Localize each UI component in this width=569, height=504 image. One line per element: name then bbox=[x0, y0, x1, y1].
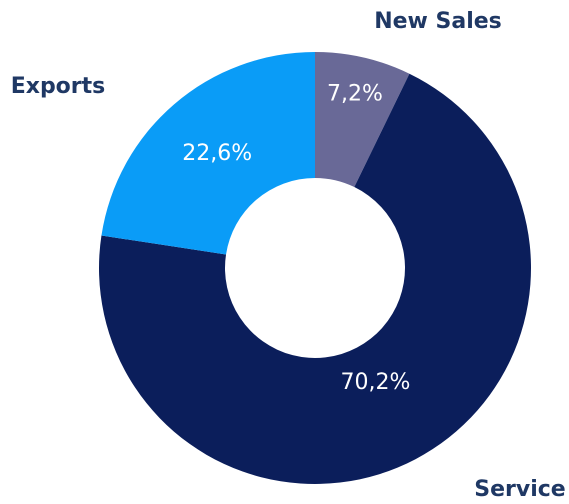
value-label: 22,6% bbox=[182, 141, 252, 166]
donut-segment bbox=[315, 52, 410, 188]
donut-segment bbox=[99, 73, 531, 485]
value-label: 70,2% bbox=[341, 370, 411, 395]
category-label: New Sales bbox=[374, 9, 502, 34]
category-label: Exports bbox=[11, 74, 106, 99]
donut-segment bbox=[101, 52, 315, 255]
value-label: 7,2% bbox=[327, 82, 383, 107]
category-label: Service bbox=[474, 477, 565, 502]
